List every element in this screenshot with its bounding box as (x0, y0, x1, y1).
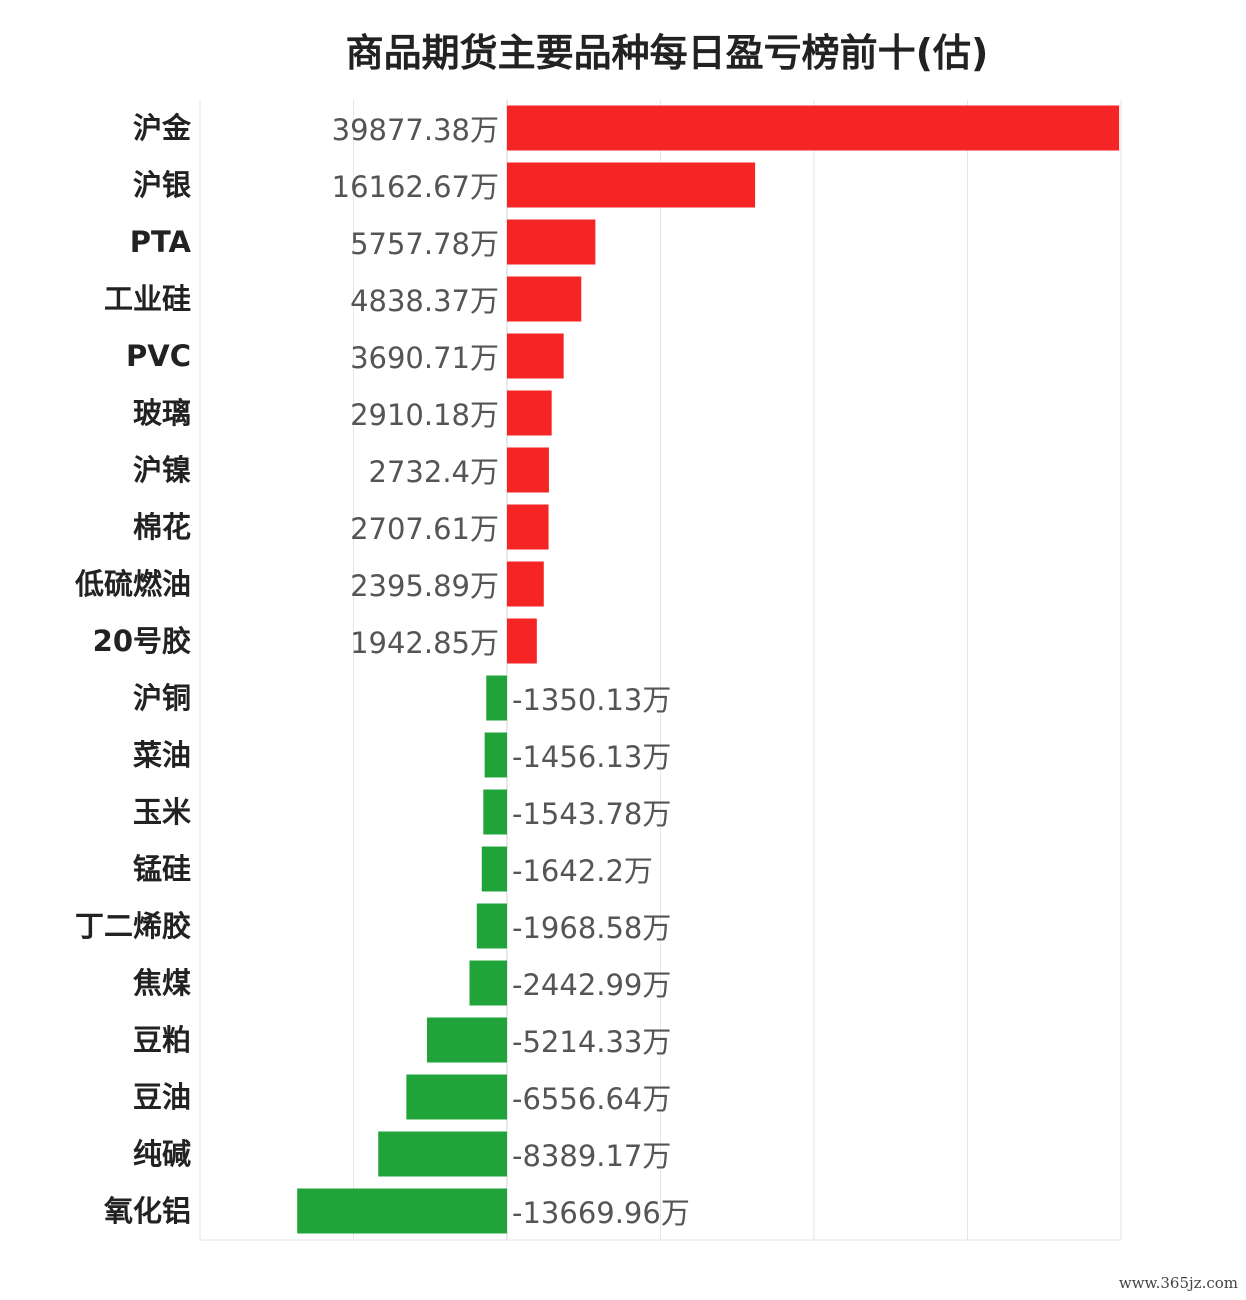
value-label: -1968.58万 (512, 911, 671, 945)
value-label: 2732.4万 (369, 455, 499, 489)
category-label: 纯碱 (133, 1137, 191, 1171)
bar-3 (507, 276, 582, 322)
category-label: 丁二烯胶 (75, 909, 191, 943)
bar-2 (507, 219, 596, 265)
value-label: -2442.99万 (512, 968, 671, 1002)
bar-6 (507, 447, 549, 493)
category-label: 锰硅 (133, 852, 191, 886)
watermark: www.365jz.com (1118, 1274, 1238, 1292)
category-label: 焦煤 (133, 966, 191, 1000)
bars (297, 105, 1120, 1234)
bar-8 (507, 561, 544, 607)
value-label: 2910.18万 (350, 398, 499, 432)
value-label: 5757.78万 (350, 227, 499, 261)
bar-16 (426, 1017, 507, 1063)
bar-12 (483, 789, 507, 835)
category-label: PTA (130, 225, 192, 259)
value-label: 16162.67万 (332, 170, 499, 204)
bar-15 (469, 960, 507, 1006)
value-label: -1350.13万 (512, 683, 671, 717)
bar-0 (507, 105, 1120, 151)
bar-17 (406, 1074, 507, 1120)
bar-18 (378, 1131, 507, 1177)
value-label: -5214.33万 (512, 1025, 671, 1059)
bar-13 (481, 846, 507, 892)
value-label: -1456.13万 (512, 740, 671, 774)
category-label: 20号胶 (93, 624, 191, 658)
value-label: 2395.89万 (350, 569, 499, 603)
category-label: 菜油 (133, 738, 191, 772)
category-label: PVC (126, 339, 191, 373)
bar-4 (507, 333, 564, 379)
category-label: 沪镍 (133, 453, 191, 487)
chart-title: 商品期货主要品种每日盈亏榜前十(估) (345, 31, 989, 75)
category-label: 沪铜 (133, 681, 191, 715)
value-label: -1543.78万 (512, 797, 671, 831)
category-label: 沪银 (133, 168, 191, 202)
category-label: 氧化铝 (103, 1194, 191, 1228)
gridlines (199, 100, 1122, 1241)
bar-19 (297, 1188, 507, 1234)
value-label: -6556.64万 (512, 1082, 671, 1116)
bar-1 (507, 162, 756, 208)
category-label: 玉米 (133, 795, 191, 829)
bar-7 (507, 504, 549, 550)
category-label: 豆油 (133, 1080, 191, 1114)
value-label: -13669.96万 (512, 1196, 690, 1230)
category-label: 工业硅 (104, 282, 191, 316)
bar-10 (486, 675, 507, 721)
bar-5 (507, 390, 552, 436)
value-label: 1942.85万 (350, 626, 499, 660)
value-label: -1642.2万 (512, 854, 653, 888)
value-label: 4838.37万 (350, 284, 499, 318)
category-label: 沪金 (133, 111, 192, 145)
value-label: -8389.17万 (512, 1139, 671, 1173)
bar-14 (476, 903, 507, 949)
category-label: 棉花 (133, 510, 191, 544)
bar-11 (484, 732, 507, 778)
bar-9 (507, 618, 537, 664)
category-label: 玻璃 (133, 396, 191, 430)
value-label: 3690.71万 (350, 341, 499, 375)
category-label: 低硫燃油 (74, 567, 191, 601)
value-label: 2707.61万 (350, 512, 499, 546)
category-label: 豆粕 (133, 1023, 191, 1057)
value-label: 39877.38万 (332, 113, 499, 147)
